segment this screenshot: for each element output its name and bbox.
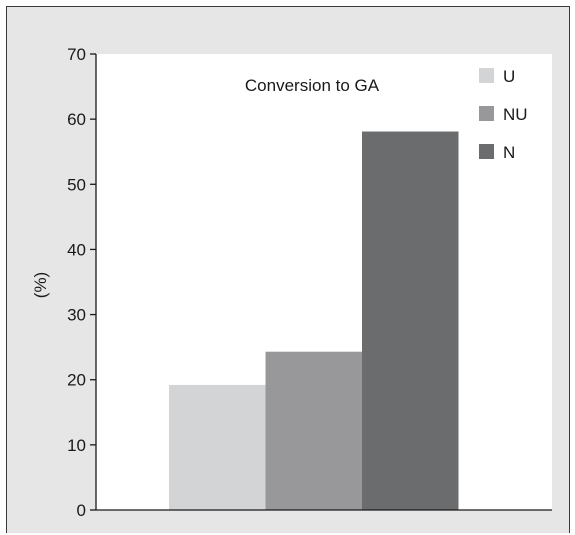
y-tick-label: 60: [67, 110, 86, 129]
y-tick-label: 70: [67, 45, 86, 64]
y-tick-label: 0: [77, 501, 86, 520]
y-tick-label: 20: [67, 371, 86, 390]
y-tick-label: 50: [67, 175, 86, 194]
bar-n: [362, 131, 459, 510]
legend-label-n: N: [503, 143, 515, 162]
y-tick-label: 30: [67, 306, 86, 325]
legend-label-u: U: [503, 67, 515, 86]
legend-label-nu: NU: [503, 105, 528, 124]
legend: U NU N: [479, 67, 528, 162]
legend-swatch-nu: [479, 106, 494, 121]
bar-u: [169, 384, 266, 510]
y-axis-label: (%): [31, 272, 50, 298]
legend-swatch-u: [479, 68, 494, 83]
legend-swatch-n: [479, 144, 494, 159]
chart-title: Conversion to GA: [245, 76, 380, 95]
y-tick-label: 10: [67, 436, 86, 455]
y-tick-label: 40: [67, 240, 86, 259]
bar-nu: [265, 351, 362, 510]
